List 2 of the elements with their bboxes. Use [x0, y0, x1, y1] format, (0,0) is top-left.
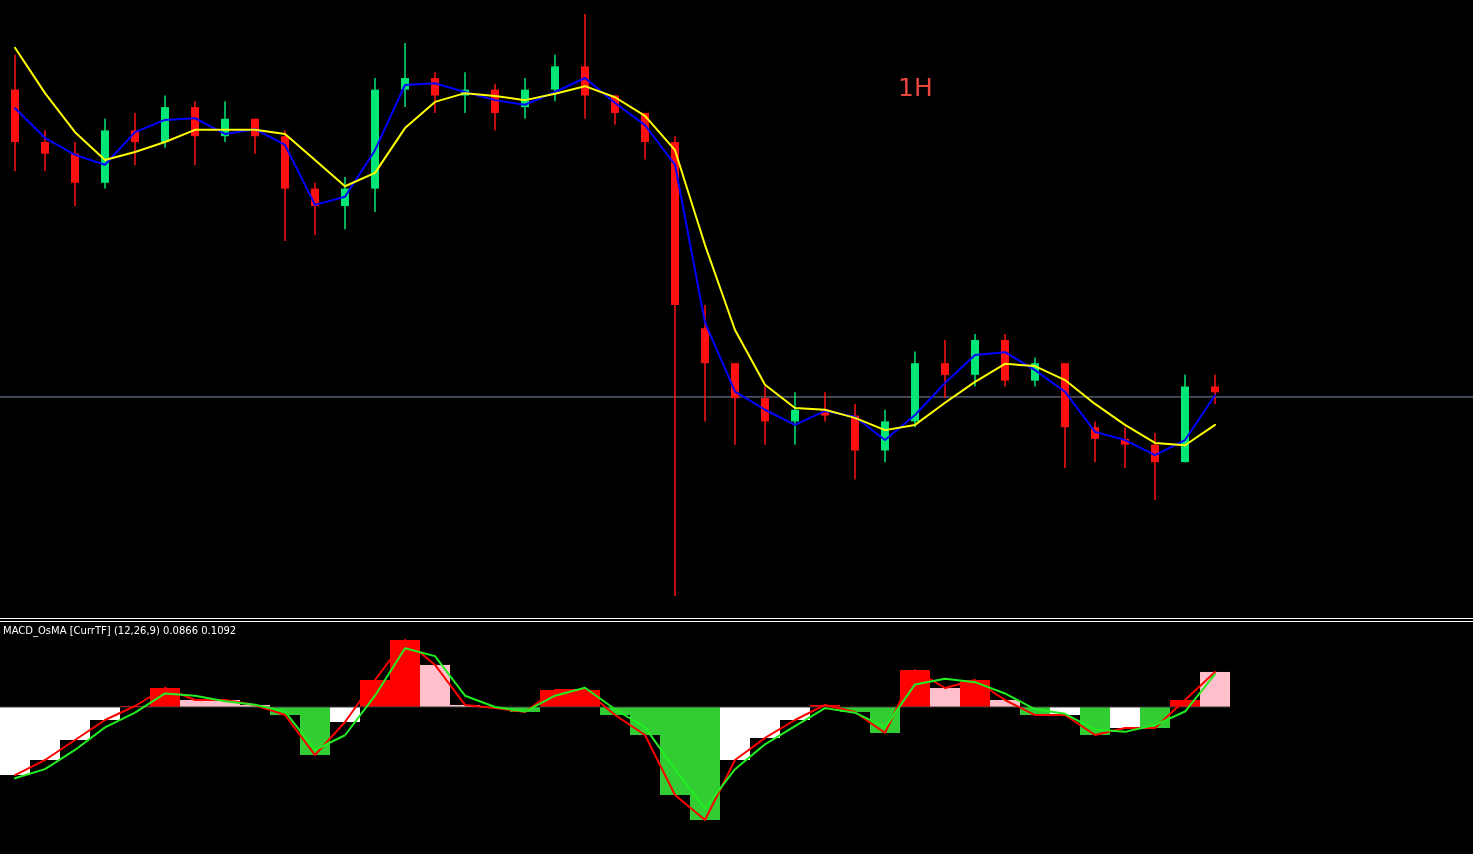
- chart-title: MACD_OsMA [CurrTF] (12,26,9) 0.0866 0.1092: [3, 625, 237, 637]
- annotation: 1H: [898, 73, 933, 102]
